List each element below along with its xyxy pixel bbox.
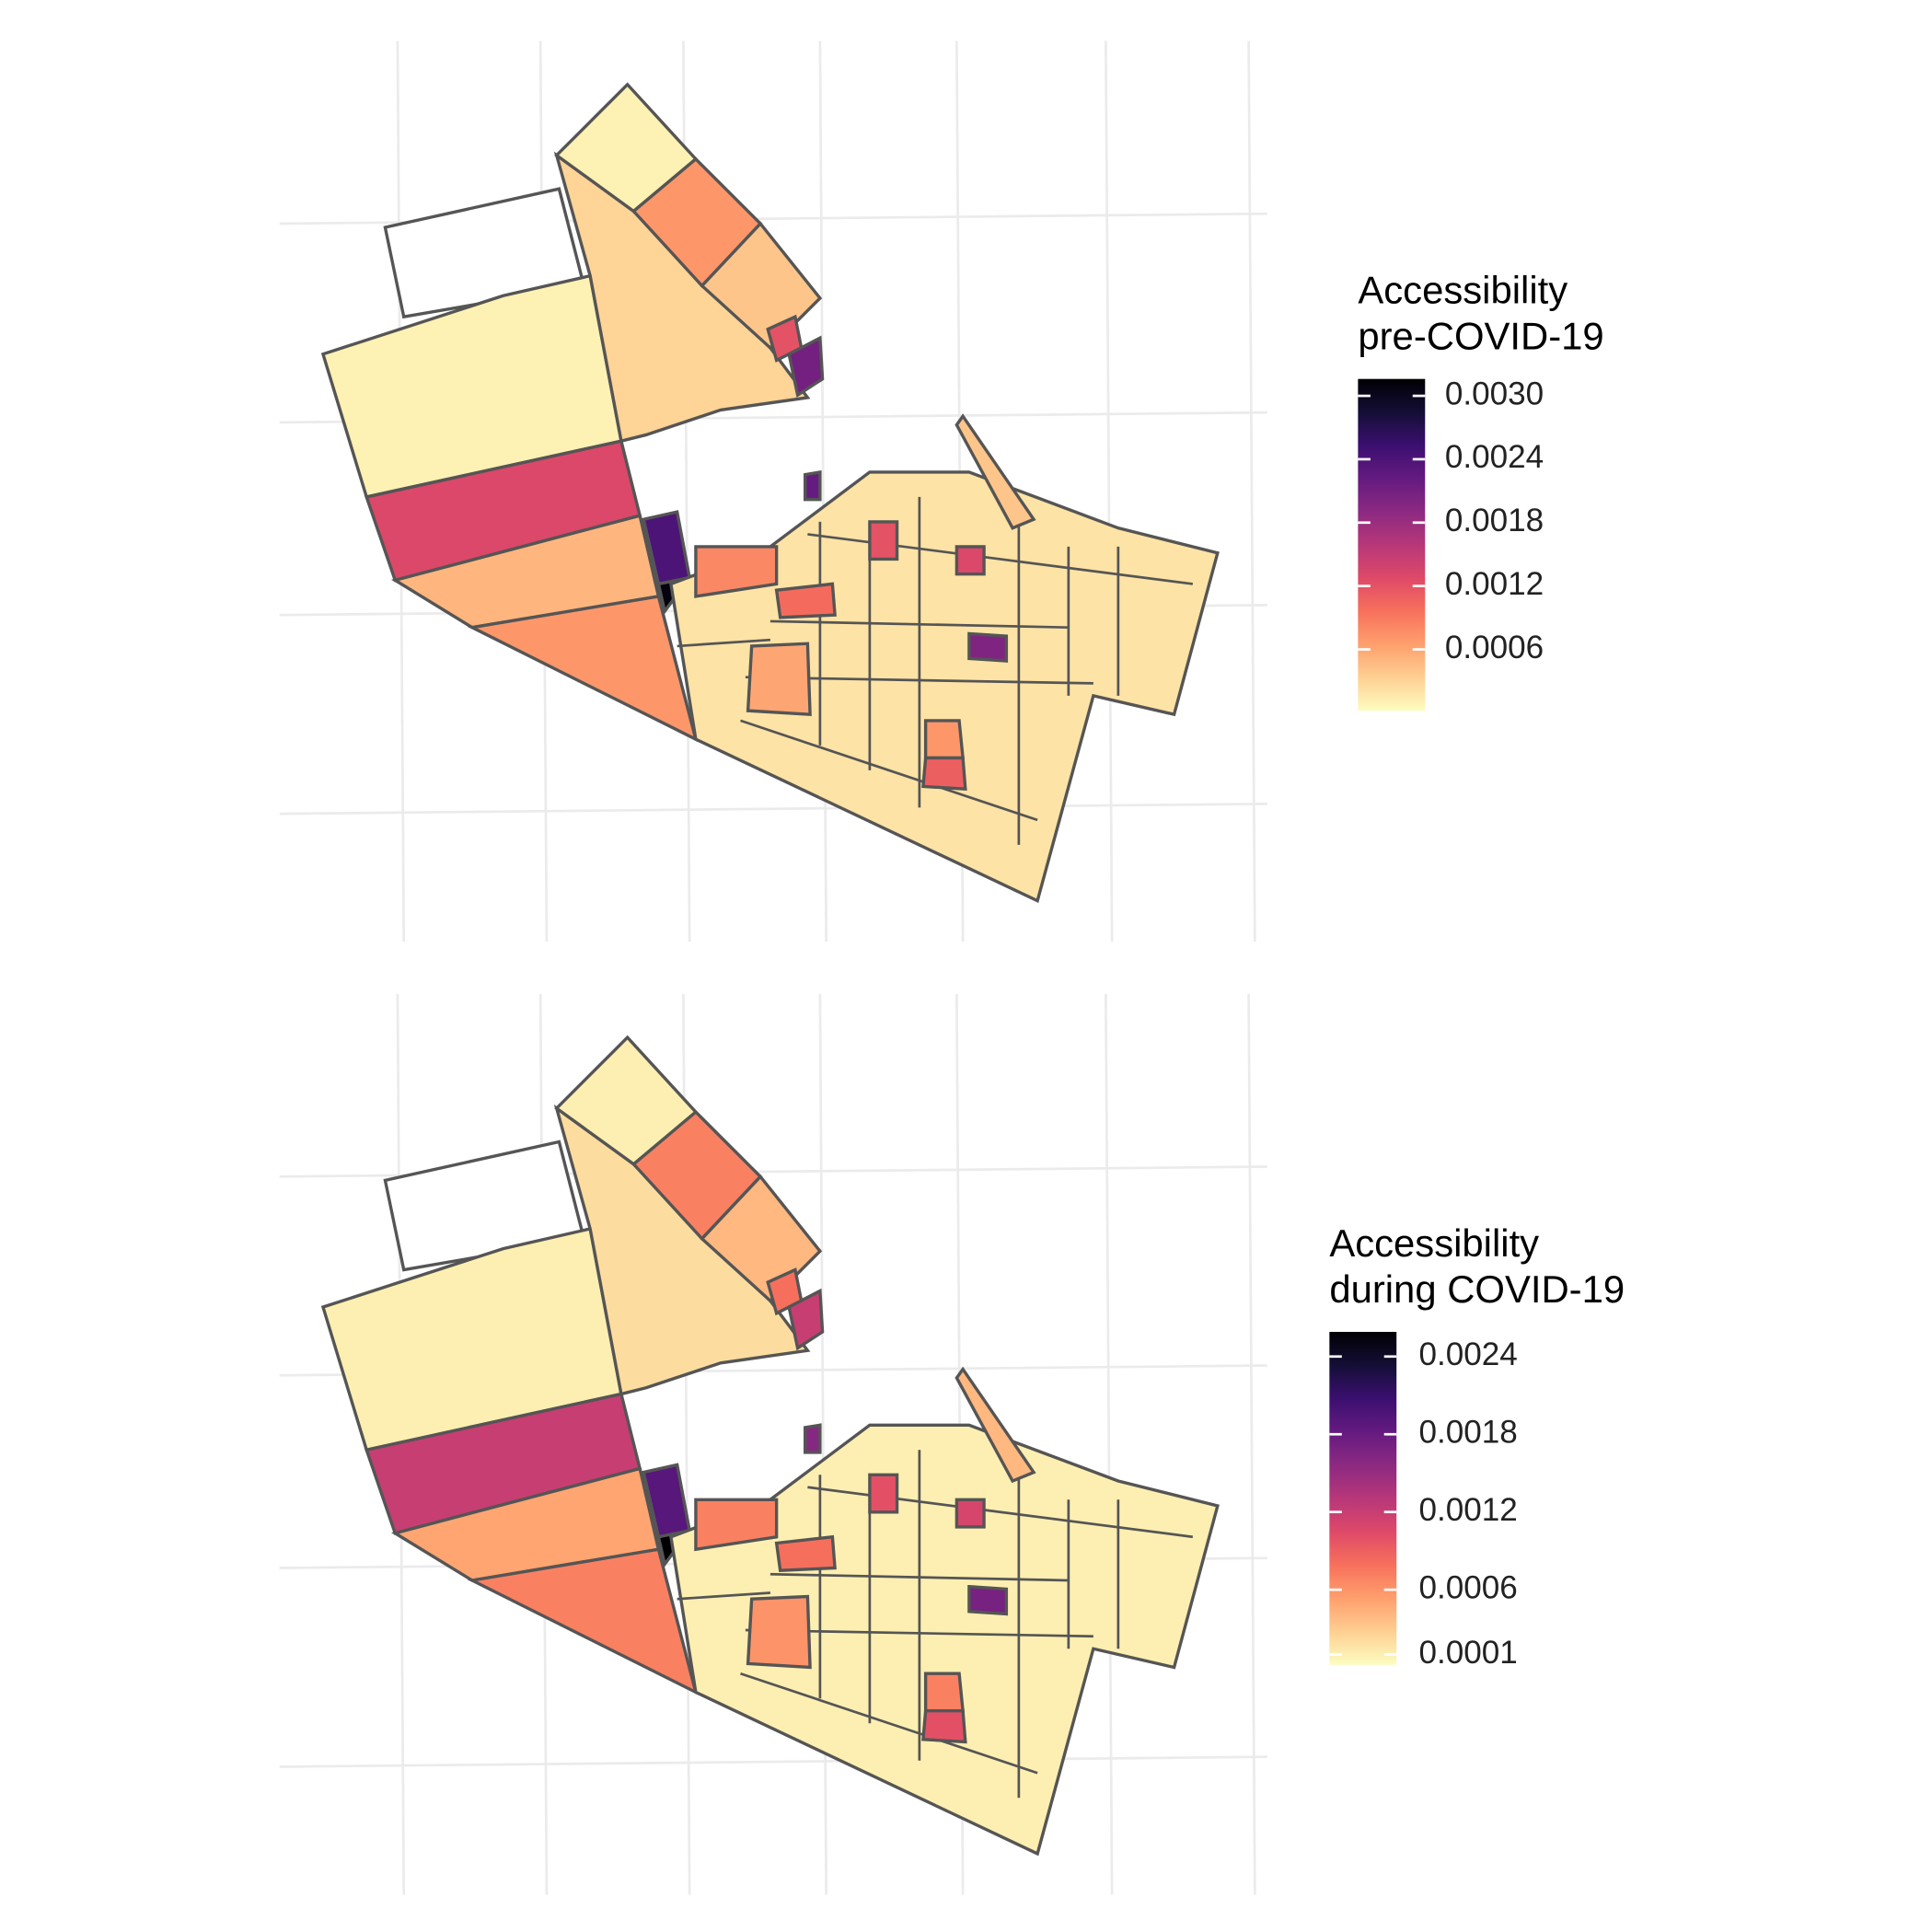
- legend-label: 0.0024: [1445, 439, 1544, 475]
- graticule: [1247, 40, 1256, 943]
- legend-label: 0.0006: [1445, 630, 1544, 665]
- legend-label: 0.0024: [1419, 1336, 1518, 1372]
- tract-border: [677, 638, 770, 648]
- graticule: [1105, 993, 1114, 1895]
- tract-border: [677, 1591, 770, 1601]
- legend-label: 0.0012: [1419, 1492, 1518, 1528]
- graticule: [1105, 40, 1114, 943]
- region: [700, 1174, 823, 1303]
- legend-title: pre-COVID-19: [1358, 315, 1603, 358]
- legend-title: Accessibility: [1358, 269, 1568, 312]
- region: [700, 221, 823, 351]
- legend-label: 0.0030: [1445, 376, 1544, 411]
- region: [467, 595, 699, 743]
- region: [804, 469, 822, 502]
- region: [954, 1498, 986, 1529]
- region: [669, 1423, 1220, 1857]
- legend-title: during COVID-19: [1329, 1267, 1625, 1311]
- region: [921, 756, 967, 791]
- region: [923, 1672, 965, 1713]
- region: [467, 1547, 699, 1695]
- map: [279, 993, 1267, 1895]
- graticule: [1247, 993, 1256, 1895]
- region: [774, 1534, 837, 1572]
- legend-label: 0.0006: [1419, 1569, 1518, 1605]
- region: [868, 1473, 899, 1514]
- region: [746, 642, 812, 716]
- region: [746, 1594, 812, 1670]
- legend-label: 0.0018: [1445, 503, 1544, 538]
- graticule: [279, 802, 1267, 816]
- legend-label: 0.0018: [1419, 1414, 1518, 1450]
- region: [923, 719, 965, 760]
- region: [868, 520, 899, 561]
- region: [787, 335, 825, 399]
- tract-border: [740, 1672, 1038, 1775]
- region: [787, 1288, 825, 1351]
- region: [967, 631, 1009, 663]
- region: [954, 1366, 1036, 1484]
- legend-bar: [1358, 378, 1426, 711]
- map: [279, 40, 1267, 943]
- region: [967, 1584, 1009, 1616]
- region: [804, 1423, 822, 1454]
- region: [921, 1709, 967, 1744]
- region: [954, 545, 986, 576]
- legend-label: 0.0001: [1419, 1635, 1518, 1671]
- region: [694, 1498, 779, 1552]
- region: [774, 582, 837, 619]
- legend-label: 0.0012: [1445, 566, 1544, 602]
- legend-bar: [1329, 1332, 1397, 1665]
- region: [694, 545, 779, 598]
- tract-border: [740, 719, 1038, 822]
- legend-title: Accessibility: [1329, 1221, 1539, 1265]
- graticule: [279, 1755, 1267, 1768]
- region: [954, 413, 1036, 530]
- region: [669, 470, 1220, 904]
